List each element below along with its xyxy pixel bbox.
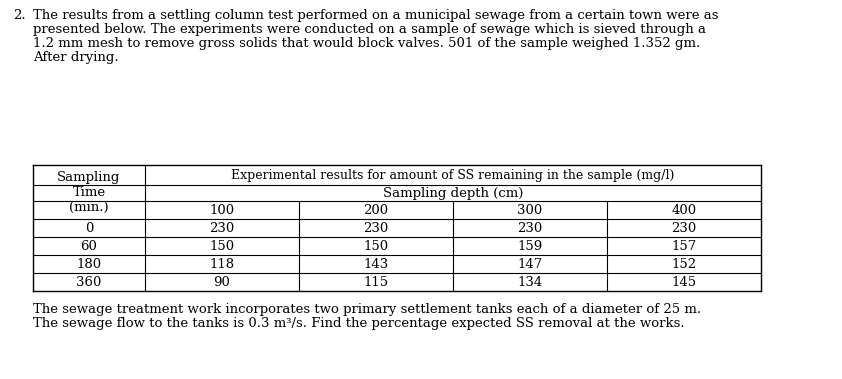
Text: 157: 157: [671, 240, 696, 252]
Text: 90: 90: [213, 276, 230, 288]
Text: The sewage treatment work incorporates two primary settlement tanks each of a di: The sewage treatment work incorporates t…: [34, 303, 701, 316]
Text: After drying.: After drying.: [34, 51, 119, 64]
Text: Sampling
Time
(min.): Sampling Time (min.): [57, 171, 120, 213]
Text: The results from a settling column test performed on a municipal sewage from a c: The results from a settling column test …: [34, 9, 719, 22]
Text: 145: 145: [671, 276, 696, 288]
Text: 230: 230: [363, 221, 388, 235]
Text: 0: 0: [85, 221, 93, 235]
Text: 200: 200: [363, 204, 388, 216]
Text: Sampling depth (cm): Sampling depth (cm): [382, 186, 523, 199]
Text: 147: 147: [517, 257, 542, 271]
Text: 360: 360: [77, 276, 102, 288]
Text: 180: 180: [77, 257, 102, 271]
Text: 230: 230: [671, 221, 696, 235]
Text: The sewage flow to the tanks is 0.3 m³/s. Find the percentage expected SS remova: The sewage flow to the tanks is 0.3 m³/s…: [34, 317, 685, 330]
Text: 152: 152: [671, 257, 696, 271]
Text: 150: 150: [209, 240, 234, 252]
Text: 115: 115: [363, 276, 388, 288]
Text: 1.2 mm mesh to remove gross solids that would block valves. 501 of the sample we: 1.2 mm mesh to remove gross solids that …: [34, 37, 701, 50]
Text: 2.: 2.: [13, 9, 25, 22]
Text: 150: 150: [363, 240, 388, 252]
Text: 100: 100: [209, 204, 234, 216]
Text: 300: 300: [517, 204, 542, 216]
Text: 134: 134: [517, 276, 542, 288]
Text: 143: 143: [363, 257, 388, 271]
Text: 118: 118: [209, 257, 234, 271]
Text: 159: 159: [517, 240, 542, 252]
Text: 400: 400: [671, 204, 696, 216]
Text: 230: 230: [517, 221, 542, 235]
Text: Experimental results for amount of SS remaining in the sample (mg/l): Experimental results for amount of SS re…: [231, 169, 674, 182]
Text: 230: 230: [209, 221, 234, 235]
Text: presented below. The experiments were conducted on a sample of sewage which is s: presented below. The experiments were co…: [34, 23, 706, 36]
Text: 60: 60: [81, 240, 98, 252]
